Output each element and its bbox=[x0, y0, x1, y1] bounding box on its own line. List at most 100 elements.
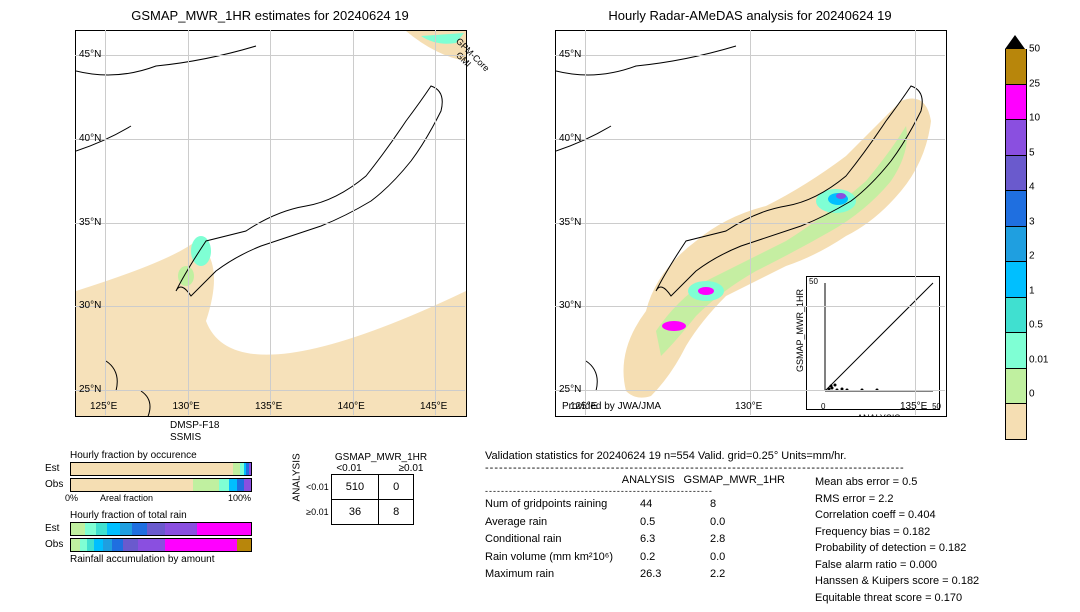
frac-seg bbox=[87, 539, 94, 551]
x-tick: 145°E bbox=[420, 401, 447, 412]
colorbar-tick: 3 bbox=[1029, 216, 1035, 227]
y-tick: 25°N bbox=[79, 384, 101, 395]
frac-seg bbox=[71, 463, 233, 475]
colorbar-tick: 0 bbox=[1029, 389, 1035, 400]
left-map-title: GSMAP_MWR_1HR estimates for 20240624 19 bbox=[75, 8, 465, 23]
colorbar-seg bbox=[1005, 262, 1027, 298]
areal-frac: Areal fraction bbox=[100, 493, 153, 503]
validation-row: Average rain0.50.0 bbox=[485, 514, 785, 532]
y-tick: 30°N bbox=[79, 300, 101, 311]
right-map-panel: Provided by JWA/JMA ANALYSIS GSMAP_MWR_1… bbox=[555, 30, 947, 417]
colorbar-seg bbox=[1005, 156, 1027, 192]
inset-ylabel: GSMAP_MWR_1HR bbox=[795, 289, 805, 372]
x-tick: 135°E bbox=[255, 401, 282, 412]
frac-seg bbox=[233, 463, 240, 475]
validation-rows: Num of gridpoints raining448Average rain… bbox=[485, 496, 785, 584]
frac-seg bbox=[249, 463, 251, 475]
y-tick: 45°N bbox=[79, 49, 101, 60]
ssmis-label: SSMIS bbox=[170, 432, 201, 443]
est-label-1: Est bbox=[45, 463, 59, 474]
y-tick: 25°N bbox=[559, 384, 581, 395]
colorbar-seg bbox=[1005, 85, 1027, 121]
est-label-2: Est bbox=[45, 523, 59, 534]
ct-row-axis: ANALYSIS bbox=[292, 487, 303, 501]
colorbar-tick: 25 bbox=[1029, 78, 1040, 89]
tot-est-bar bbox=[70, 522, 252, 536]
coastline-asia bbox=[76, 46, 256, 151]
colorbar-tick: 2 bbox=[1029, 251, 1035, 262]
precip-pur bbox=[836, 193, 846, 199]
colorbar-seg bbox=[1005, 120, 1027, 156]
frac-seg bbox=[107, 523, 120, 535]
colorbar-seg bbox=[1005, 298, 1027, 334]
fraction-tot-title: Hourly fraction of total rain bbox=[70, 510, 187, 521]
precip-mag bbox=[698, 287, 714, 295]
frac-seg bbox=[80, 539, 87, 551]
tot-obs-bar bbox=[70, 538, 252, 552]
left-map-panel bbox=[75, 30, 467, 417]
colorbar-tick: 4 bbox=[1029, 182, 1035, 193]
precip-mag2 bbox=[662, 321, 686, 331]
ct-title: GSMAP_MWR_1HR bbox=[320, 452, 442, 463]
frac-seg bbox=[85, 523, 96, 535]
y-tick: 35°N bbox=[79, 217, 101, 228]
obs-label-1: Obs bbox=[45, 479, 63, 490]
metric-row: False alarm ratio = 0.000 bbox=[815, 557, 979, 574]
frac-seg bbox=[71, 479, 193, 491]
fraction-footer: Rainfall accumulation by amount bbox=[70, 554, 215, 565]
obs-label-2: Obs bbox=[45, 539, 63, 550]
xtick0: 0% bbox=[65, 493, 78, 503]
inset-t50: 50 bbox=[932, 402, 941, 411]
ct-col0: <0.01 bbox=[318, 463, 380, 474]
colorbar-top-triangle bbox=[1005, 35, 1025, 49]
y-tick: 45°N bbox=[559, 49, 581, 60]
y-tick: 35°N bbox=[559, 217, 581, 228]
frac-seg bbox=[244, 479, 251, 491]
col-gsmap: GSMAP_MWR_1HR bbox=[684, 474, 785, 486]
frac-seg bbox=[71, 539, 80, 551]
colorbar-tick: 0.01 bbox=[1029, 354, 1048, 365]
frac-seg bbox=[229, 479, 236, 491]
frac-seg bbox=[193, 479, 218, 491]
y-tick: 40°N bbox=[79, 133, 101, 144]
x-tick: 125°E bbox=[570, 401, 597, 412]
colorbar-seg bbox=[1005, 49, 1027, 85]
frac-seg bbox=[219, 479, 230, 491]
validation-row: Maximum rain26.32.2 bbox=[485, 566, 785, 584]
metric-row: Equitable threat score = 0.170 bbox=[815, 590, 979, 607]
frac-seg bbox=[94, 539, 103, 551]
y-tick: 30°N bbox=[559, 300, 581, 311]
x-tick: 135°E bbox=[900, 401, 927, 412]
dmsp-label: DMSP-F18 bbox=[170, 420, 219, 431]
frac-seg bbox=[165, 523, 197, 535]
inset-xlabel: ANALYSIS bbox=[857, 413, 900, 417]
metric-row: Probability of detection = 0.182 bbox=[815, 540, 979, 557]
frac-seg bbox=[197, 523, 251, 535]
validation-row: Conditional rain6.32.8 bbox=[485, 531, 785, 549]
validation-row: Num of gridpoints raining448 bbox=[485, 496, 785, 514]
colorbar-tick: 5 bbox=[1029, 147, 1035, 158]
occ-obs-bar bbox=[70, 478, 252, 492]
ct-col1: ≥0.01 bbox=[380, 463, 442, 474]
inset-ty50: 50 bbox=[809, 277, 818, 286]
colorbar-seg bbox=[1005, 369, 1027, 405]
x-tick: 125°E bbox=[90, 401, 117, 412]
x-tick: 130°E bbox=[735, 401, 762, 412]
x-tick: 130°E bbox=[173, 401, 200, 412]
frac-seg bbox=[165, 539, 237, 551]
colorbar-tick: 10 bbox=[1029, 113, 1040, 124]
colorbar-seg bbox=[1005, 191, 1027, 227]
metric-row: Mean abs error = 0.5 bbox=[815, 474, 979, 491]
frac-seg bbox=[120, 523, 133, 535]
frac-seg bbox=[237, 479, 244, 491]
colorbar-tick: 1 bbox=[1029, 285, 1035, 296]
frac-seg bbox=[103, 539, 112, 551]
dash-line: ----------------------------------------… bbox=[485, 462, 1045, 474]
metric-row: Hanssen & Kuipers score = 0.182 bbox=[815, 573, 979, 590]
colorbar-seg bbox=[1005, 404, 1027, 440]
y-tick: 40°N bbox=[559, 133, 581, 144]
frac-seg bbox=[132, 523, 146, 535]
frac-seg bbox=[138, 539, 165, 551]
dash2: ----------------------------------------… bbox=[485, 486, 785, 496]
metric-row: Frequency bias = 0.182 bbox=[815, 524, 979, 541]
